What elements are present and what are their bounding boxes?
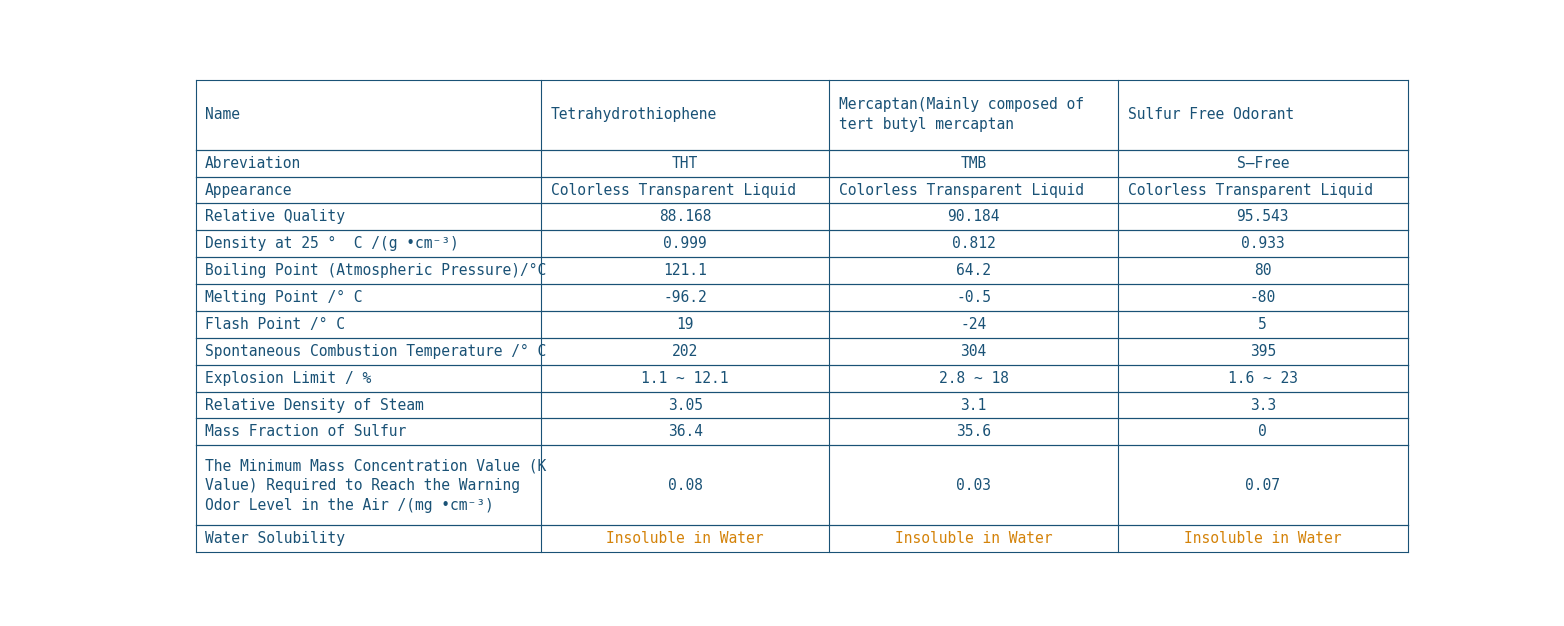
Text: 0.08: 0.08 [668,478,702,493]
Text: 35.6: 35.6 [956,424,992,439]
Text: Relative Density of Steam: Relative Density of Steam [205,398,424,413]
Text: Mass Fraction of Sulfur: Mass Fraction of Sulfur [205,424,407,439]
Text: 3.3: 3.3 [1250,398,1276,413]
Text: The Minimum Mass Concentration Value (K
Value) Required to Reach the Warning
Odo: The Minimum Mass Concentration Value (K … [205,458,546,513]
Text: 5: 5 [1259,317,1267,332]
Text: Insoluble in Water: Insoluble in Water [607,531,763,546]
Text: THT: THT [673,156,698,171]
Text: 64.2: 64.2 [956,263,992,278]
Text: 95.543: 95.543 [1237,210,1289,224]
Text: -0.5: -0.5 [956,290,992,305]
Text: TMB: TMB [960,156,987,171]
Text: Flash Point /° C: Flash Point /° C [205,317,346,332]
Text: Mercaptan(Mainly composed of
tert butyl mercaptan: Mercaptan(Mainly composed of tert butyl … [840,98,1084,132]
Text: 0: 0 [1259,424,1267,439]
Text: 0.999: 0.999 [663,236,707,251]
Text: Colorless Transparent Liquid: Colorless Transparent Liquid [551,183,796,198]
Text: 0.933: 0.933 [1240,236,1284,251]
Text: -24: -24 [960,317,987,332]
Text: Explosion Limit / %: Explosion Limit / % [205,371,371,386]
Text: Density at 25 °  C /(g •cm⁻³): Density at 25 ° C /(g •cm⁻³) [205,236,458,251]
Text: Name: Name [205,107,241,122]
Text: 88.168: 88.168 [658,210,712,224]
Text: Insoluble in Water: Insoluble in Water [895,531,1053,546]
Text: Water Solubility: Water Solubility [205,531,346,546]
Text: 19: 19 [677,317,694,332]
Text: 80: 80 [1254,263,1272,278]
Text: Insoluble in Water: Insoluble in Water [1184,531,1342,546]
Text: 0.07: 0.07 [1245,478,1281,493]
Text: S—Free: S—Free [1237,156,1289,171]
Text: Sulfur Free Odorant: Sulfur Free Odorant [1128,107,1293,122]
Text: 304: 304 [960,344,987,359]
Text: 0.03: 0.03 [956,478,992,493]
Text: 2.8 ~ 18: 2.8 ~ 18 [938,371,1009,386]
Text: Appearance: Appearance [205,183,292,198]
Text: Relative Quality: Relative Quality [205,210,346,224]
Text: 0.812: 0.812 [952,236,996,251]
Text: 36.4: 36.4 [668,424,702,439]
Text: 1.6 ~ 23: 1.6 ~ 23 [1228,371,1298,386]
Text: 90.184: 90.184 [948,210,999,224]
Text: 395: 395 [1250,344,1276,359]
Text: Boiling Point (Atmospheric Pressure)/°C: Boiling Point (Atmospheric Pressure)/°C [205,263,546,278]
Text: Abreviation: Abreviation [205,156,302,171]
Text: Colorless Transparent Liquid: Colorless Transparent Liquid [1128,183,1373,198]
Text: -96.2: -96.2 [663,290,707,305]
Text: 3.1: 3.1 [960,398,987,413]
Text: Tetrahydrothiophene: Tetrahydrothiophene [551,107,716,122]
Text: Spontaneous Combustion Temperature /° C: Spontaneous Combustion Temperature /° C [205,344,546,359]
Text: Colorless Transparent Liquid: Colorless Transparent Liquid [840,183,1084,198]
Text: 202: 202 [673,344,698,359]
Text: -80: -80 [1250,290,1276,305]
Text: 1.1 ~ 12.1: 1.1 ~ 12.1 [641,371,729,386]
Text: 121.1: 121.1 [663,263,707,278]
Text: 3.05: 3.05 [668,398,702,413]
Text: Melting Point /° C: Melting Point /° C [205,290,363,305]
